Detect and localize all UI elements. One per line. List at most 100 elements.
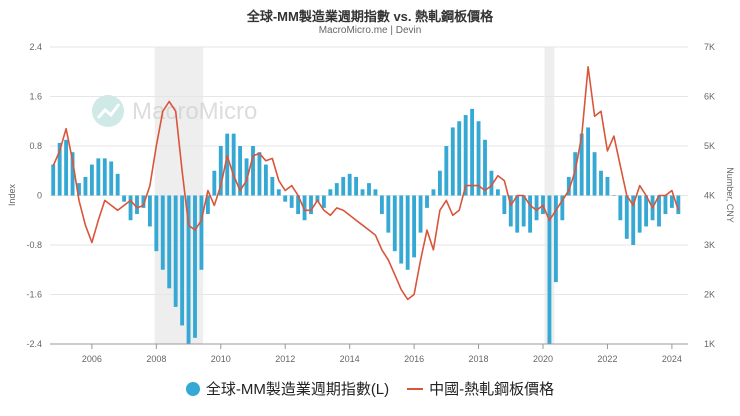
index-bar [379, 195, 384, 215]
index-bar [141, 195, 146, 208]
chart-subtitle: MacroMicro.me | Devin [318, 25, 422, 36]
chart-title: 全球-MM製造業週期指數 vs. 熱軋鋼板價格 [246, 9, 494, 24]
index-bar [238, 146, 243, 196]
index-bar [77, 183, 81, 196]
index-bar [528, 195, 533, 233]
index-bar [386, 195, 391, 233]
index-bar [457, 121, 462, 196]
index-bar [102, 158, 107, 196]
index-bar [676, 195, 681, 215]
index-bar [566, 176, 571, 196]
index-bar [180, 195, 185, 326]
index-bar [147, 195, 152, 227]
index-bar [251, 146, 255, 196]
left-tick-label: 0 [37, 191, 42, 201]
index-bar [205, 195, 210, 215]
index-bar [657, 195, 661, 227]
index-bar [437, 170, 442, 196]
index-bar [476, 121, 481, 196]
index-bar [489, 170, 494, 196]
x-tick-label: 2018 [469, 354, 489, 364]
index-bar [270, 176, 275, 196]
index-bar [276, 189, 281, 196]
index-bar [309, 195, 313, 215]
index-bar [347, 173, 352, 196]
index-bar [373, 189, 378, 196]
index-bar [334, 183, 339, 196]
index-bar [199, 195, 204, 270]
legend-item-index[interactable]: 全球-MM製造業週期指數(L) [185, 378, 390, 399]
index-bar [328, 189, 333, 196]
index-bar [515, 195, 520, 233]
index-bar [135, 195, 139, 215]
index-bar [89, 164, 94, 196]
index-bar [128, 195, 133, 221]
index-bar [225, 133, 230, 196]
index-bar [586, 127, 591, 196]
index-bar [624, 195, 629, 239]
index-bar [592, 152, 597, 196]
index-bar [412, 195, 417, 258]
index-bar [631, 195, 636, 245]
index-bar [560, 195, 565, 221]
x-tick-label: 2014 [340, 354, 360, 364]
index-bar [302, 195, 307, 221]
index-bar [115, 173, 120, 196]
left-tick-label: -0.8 [26, 240, 42, 250]
x-tick-label: 2020 [533, 354, 553, 364]
index-bar [553, 195, 558, 283]
index-bar [637, 195, 642, 233]
index-bar [354, 176, 359, 196]
left-tick-label: -1.6 [26, 290, 42, 300]
index-bar [109, 161, 114, 196]
index-bar [521, 195, 526, 227]
legend-label-index: 全球-MM製造業週期指數(L) [205, 381, 390, 398]
index-bar [450, 127, 455, 196]
x-tick-label: 2008 [146, 354, 166, 364]
index-bar [289, 195, 294, 208]
legend-line-icon [407, 387, 424, 390]
index-bar [669, 195, 674, 208]
index-bar [186, 195, 191, 344]
watermark-logo-icon [92, 95, 124, 127]
left-tick-label: 2.4 [29, 42, 42, 52]
price-line [52, 66, 680, 301]
index-bar [57, 142, 62, 196]
index-bar [321, 195, 326, 208]
x-tick-label: 2024 [662, 354, 682, 364]
index-bar [70, 152, 75, 196]
index-bar [122, 195, 127, 202]
index-bar [502, 195, 507, 215]
index-bar [257, 152, 262, 196]
index-bar [173, 195, 178, 307]
index-bar [425, 195, 429, 208]
index-bar [315, 195, 320, 202]
legend-item-price[interactable]: 中國-熱軋鋼板價格 [407, 378, 554, 399]
watermark-text: MacroMicro [132, 98, 257, 125]
right-tick-label: 5K [704, 141, 715, 151]
index-bar [154, 195, 159, 252]
index-bar [263, 164, 268, 196]
index-bar [296, 195, 301, 215]
index-bar [283, 195, 288, 202]
index-bar [167, 195, 172, 289]
index-bar [463, 115, 468, 196]
index-bar [495, 189, 500, 196]
right-tick-label: 1K [704, 339, 715, 349]
index-bar [360, 189, 365, 196]
index-bar [644, 195, 649, 227]
index-bar [431, 189, 436, 196]
index-bar [605, 176, 610, 196]
index-bar [64, 139, 69, 196]
index-bar [218, 146, 223, 196]
index-bar [244, 158, 249, 196]
index-bar [483, 139, 487, 196]
index-bar [534, 195, 539, 221]
index-bar [212, 170, 217, 196]
index-bar [618, 195, 623, 221]
index-bar [405, 195, 410, 270]
index-bar [663, 195, 668, 215]
index-bar [547, 195, 552, 344]
right-tick-label: 3K [704, 240, 715, 250]
